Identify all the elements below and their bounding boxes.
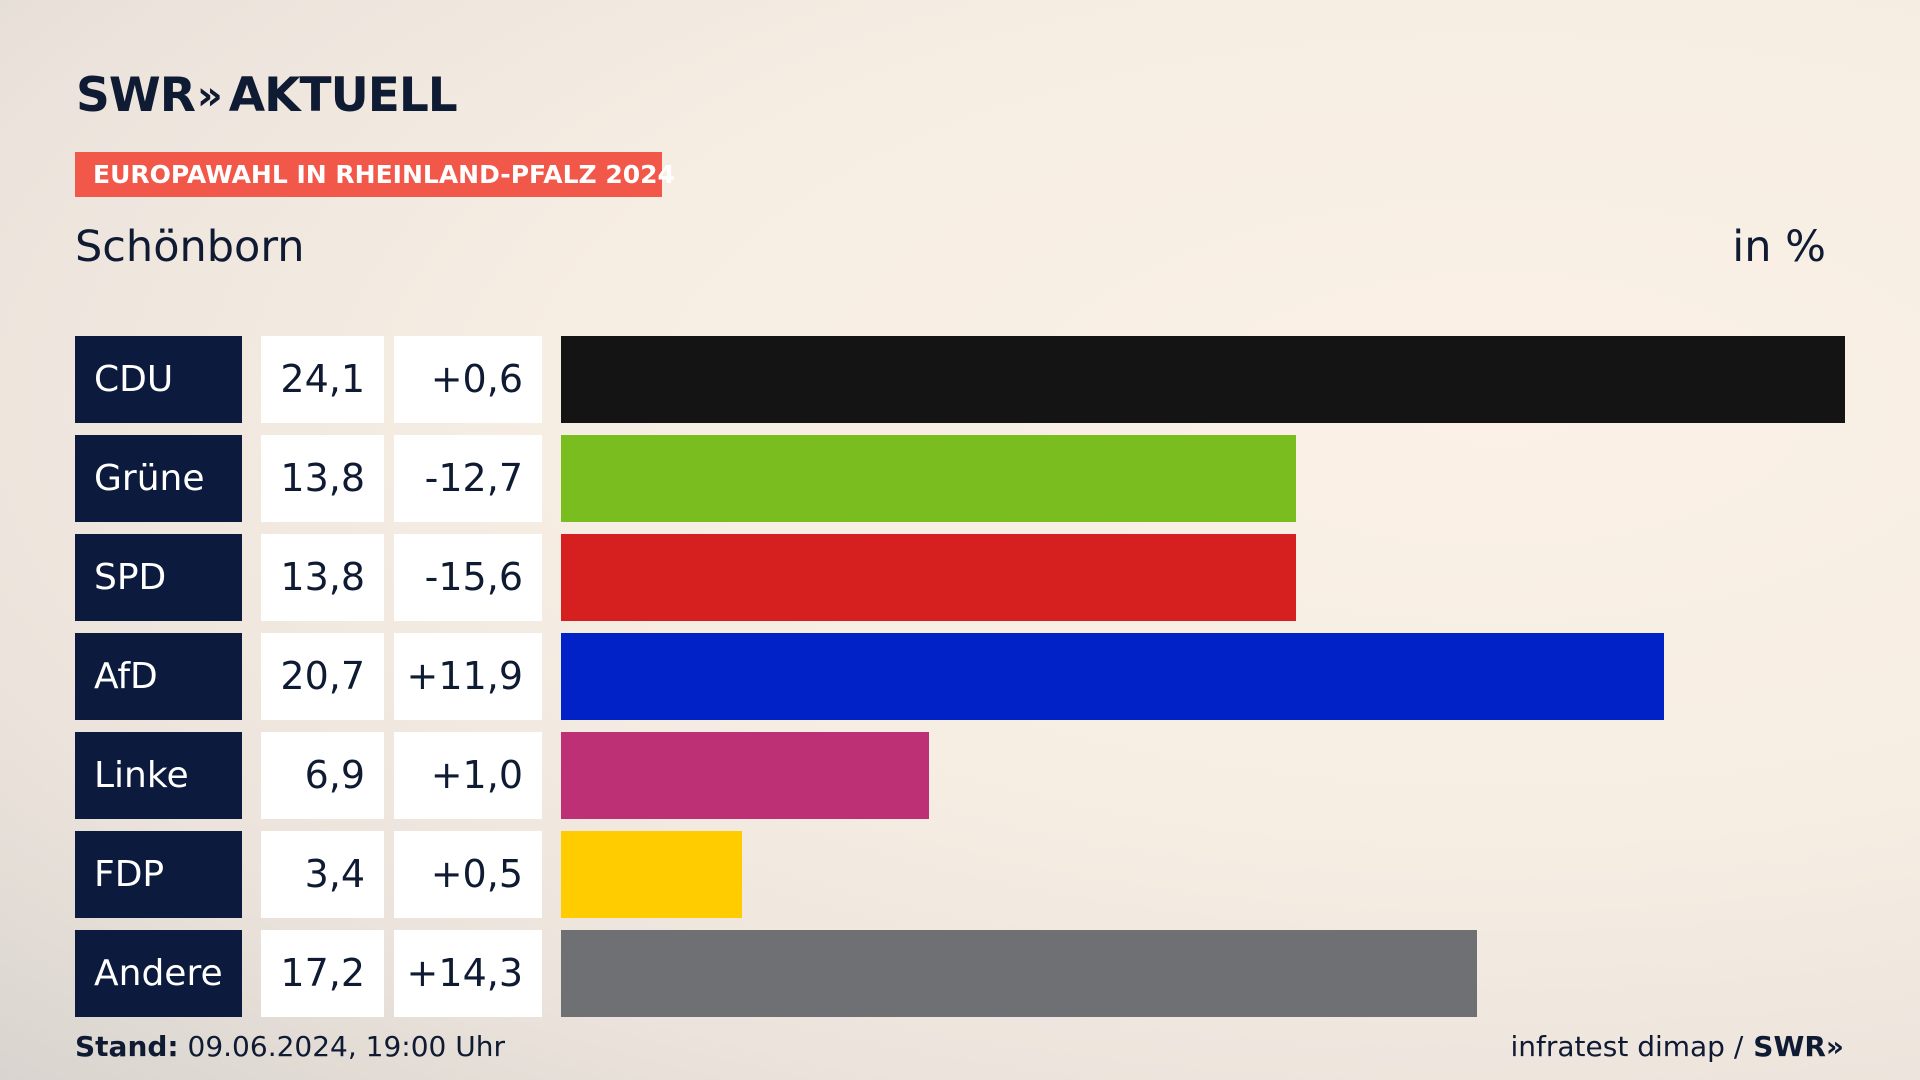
swr-aktuell-logo: SWR » AKTUELL <box>76 68 458 123</box>
change-value: -12,7 <box>394 435 542 522</box>
result-row: Andere 17,2 +14,3 <box>75 930 1845 1017</box>
change-value: +0,5 <box>394 831 542 918</box>
result-row: Linke 6,9 +1,0 <box>75 732 1845 819</box>
timestamp: Stand: 09.06.2024, 19:00 Uhr <box>75 1030 505 1063</box>
change-value: +14,3 <box>394 930 542 1017</box>
chart-subtitle: Schönborn <box>75 222 305 272</box>
change-value: +0,6 <box>394 336 542 423</box>
result-row: Grüne 13,8 -12,7 <box>75 435 1845 522</box>
vote-share-value: 17,2 <box>261 930 384 1017</box>
result-bar <box>561 435 1296 522</box>
source-credit: infratest dimap / SWR» <box>1510 1030 1844 1063</box>
party-label: CDU <box>75 336 242 423</box>
party-label: Andere <box>75 930 242 1017</box>
unit-label: in % <box>1732 222 1826 272</box>
change-value: -15,6 <box>394 534 542 621</box>
logo-swr: SWR <box>76 68 196 123</box>
change-value: +1,0 <box>394 732 542 819</box>
result-row: AfD 20,7 +11,9 <box>75 633 1845 720</box>
result-bar <box>561 633 1664 720</box>
party-label: FDP <box>75 831 242 918</box>
result-bar <box>561 930 1477 1017</box>
party-label: Grüne <box>75 435 242 522</box>
vote-share-value: 20,7 <box>261 633 384 720</box>
result-row: CDU 24,1 +0,6 <box>75 336 1845 423</box>
election-tag: EUROPAWAHL IN RHEINLAND-PFALZ 2024 <box>75 152 675 197</box>
logo-chevron-icon: » <box>196 72 223 119</box>
vote-share-value: 13,8 <box>261 534 384 621</box>
result-bar <box>561 732 929 819</box>
result-row: FDP 3,4 +0,5 <box>75 831 1845 918</box>
result-bar <box>561 336 1845 423</box>
logo-aktuell: AKTUELL <box>228 68 458 123</box>
result-bar <box>561 831 742 918</box>
vote-share-value: 3,4 <box>261 831 384 918</box>
vote-share-value: 13,8 <box>261 435 384 522</box>
source-text: infratest dimap / <box>1510 1030 1744 1063</box>
party-label: AfD <box>75 633 242 720</box>
party-label: SPD <box>75 534 242 621</box>
stand-value: 09.06.2024, 19:00 Uhr <box>187 1030 505 1063</box>
change-value: +11,9 <box>394 633 542 720</box>
party-label: Linke <box>75 732 242 819</box>
swr-small-logo: SWR» <box>1753 1030 1844 1063</box>
result-row: SPD 13,8 -15,6 <box>75 534 1845 621</box>
vote-share-value: 6,9 <box>261 732 384 819</box>
stand-label: Stand: <box>75 1030 179 1063</box>
result-bar <box>561 534 1296 621</box>
vote-share-value: 24,1 <box>261 336 384 423</box>
